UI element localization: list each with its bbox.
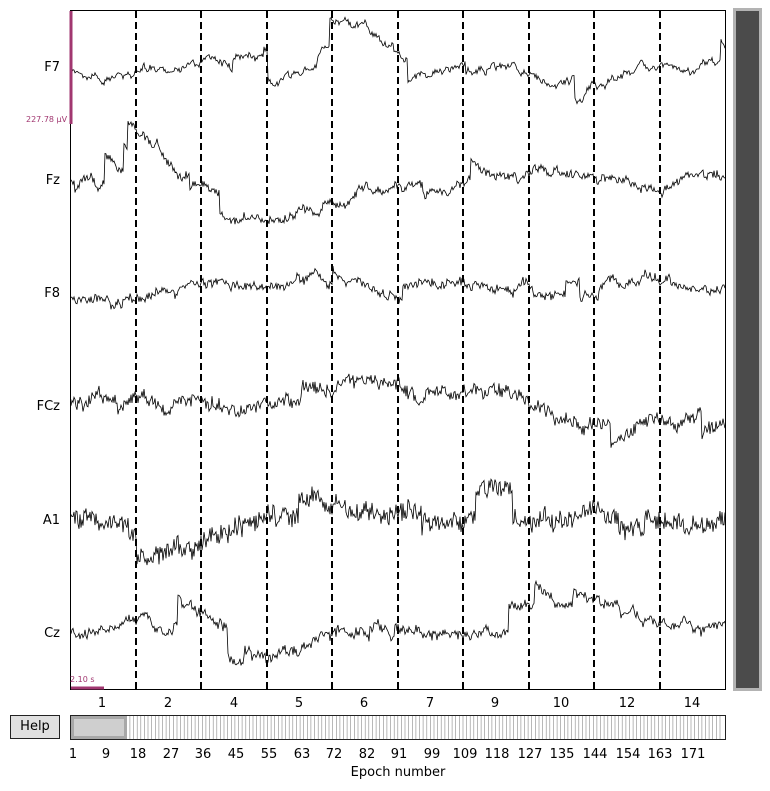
channel-label-fz[interactable]: Fz — [45, 173, 60, 188]
epoch-axis-tick-label: 63 — [293, 747, 311, 762]
epoch-number-label: 9 — [490, 696, 500, 711]
epoch-axis-tick-label: 45 — [227, 747, 245, 762]
epoch-axis-tick-label: 27 — [162, 747, 180, 762]
epoch-axis-tick-label: 1 — [68, 747, 78, 762]
epoch-axis-tick-label: 55 — [260, 747, 278, 762]
epoch-number-label: 6 — [359, 696, 369, 711]
epoch-number-label: 10 — [552, 696, 570, 711]
help-button[interactable]: Help — [10, 715, 60, 739]
amplitude-scale-label: 227.78 µV — [26, 115, 68, 124]
epoch-axis-tick-label: 144 — [582, 747, 608, 762]
epoch-axis-tick-label: 72 — [325, 747, 343, 762]
epoch-scrollbar-thumb[interactable] — [71, 716, 127, 739]
epoch-number-label: 14 — [683, 696, 701, 711]
epoch-axis-tick-label: 9 — [101, 747, 111, 762]
epoch-axis-tick-label: 127 — [517, 747, 543, 762]
epoch-number-label: 4 — [229, 696, 239, 711]
epoch-number-label: 7 — [425, 696, 435, 711]
epoch-number-label: 1 — [97, 696, 107, 711]
time-scale-label: 2.10 s — [70, 675, 95, 684]
eeg-trace-fz — [71, 120, 725, 225]
channel-scrollbar[interactable] — [733, 8, 762, 691]
epoch-axis-tick-label: 82 — [358, 747, 376, 762]
eeg-trace-cz — [71, 579, 725, 666]
plot-frame — [70, 10, 726, 690]
epoch-axis-tick-label: 99 — [423, 747, 441, 762]
channel-label-f8[interactable]: F8 — [44, 286, 60, 301]
eeg-trace-f7 — [71, 16, 725, 105]
epoch-axis-tick-label: 163 — [647, 747, 673, 762]
epoch-axis-tick-label: 135 — [549, 747, 575, 762]
epoch-axis-tick-label: 36 — [194, 747, 212, 762]
epoch-number-label: 5 — [294, 696, 304, 711]
epoch-axis-tick-label: 91 — [390, 747, 408, 762]
epoch-axis-tick-label: 18 — [129, 747, 147, 762]
channel-label-fcz[interactable]: FCz — [36, 399, 60, 414]
epoch-scrollbar[interactable] — [70, 715, 726, 740]
channel-label-f7[interactable]: F7 — [44, 60, 60, 75]
channel-label-a1[interactable]: A1 — [42, 513, 60, 528]
epoch-axis-tick-label: 171 — [680, 747, 706, 762]
epoch-number-label: 2 — [163, 696, 173, 711]
epoch-number-label: 12 — [618, 696, 636, 711]
epoch-axis-tick-label: 109 — [452, 747, 478, 762]
epoch-axis-tick-label: 118 — [484, 747, 510, 762]
channel-label-cz[interactable]: Cz — [44, 626, 60, 641]
epoch-axis-label: Epoch number — [350, 765, 446, 780]
epoch-axis-tick-label: 154 — [615, 747, 641, 762]
